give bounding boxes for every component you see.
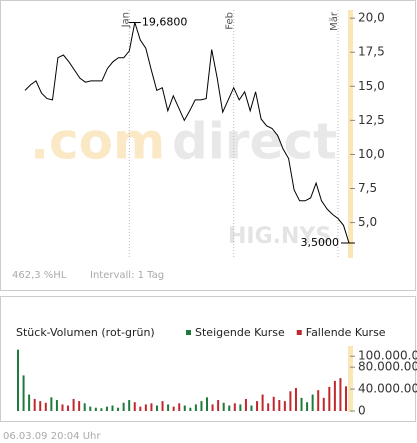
legend-label: Steigende Kurse <box>195 326 285 339</box>
volume-bar <box>178 403 181 411</box>
volume-bar <box>294 387 297 411</box>
y-tick-label: 7,5 <box>358 181 377 195</box>
volume-bar <box>317 390 320 411</box>
x-tick-label: Mär <box>329 11 340 31</box>
volume-bar <box>150 403 153 411</box>
volume-bar <box>55 400 58 411</box>
volume-bar <box>122 402 125 411</box>
watermark-com: .com <box>30 113 165 171</box>
volume-bar <box>211 404 214 411</box>
volume-bar <box>44 402 47 411</box>
volume-bar <box>339 378 342 411</box>
volume-bar <box>39 401 42 411</box>
volume-bar <box>83 403 86 411</box>
symbol-watermark: HIG.NYS <box>228 224 331 249</box>
y-tick-label: 0 <box>358 404 366 418</box>
price-axis-band <box>348 10 353 258</box>
volume-bar <box>322 397 325 411</box>
legend-swatch <box>186 330 191 335</box>
volume-bar <box>283 401 286 411</box>
price-panel <box>0 0 416 291</box>
volume-bar <box>217 400 220 411</box>
volume-bar <box>78 401 81 411</box>
volume-bar <box>333 380 336 411</box>
volume-bar <box>194 404 197 411</box>
volume-bar <box>161 401 164 411</box>
volume-bar <box>345 386 347 411</box>
volume-bar <box>172 406 175 411</box>
legend-swatch <box>296 330 302 335</box>
volume-bar <box>278 400 281 411</box>
volume-bar <box>17 349 19 411</box>
y-tick-label: 40.000.000 <box>358 382 417 396</box>
volume-bar <box>250 405 253 411</box>
volume-bar <box>306 402 309 411</box>
y-tick-label: 10,0 <box>358 147 385 161</box>
x-tick-label: Feb <box>225 12 236 30</box>
y-tick-label: 12,5 <box>358 113 385 127</box>
interval: Intervall: 1 Tag <box>90 270 164 281</box>
volume-bar <box>133 402 136 411</box>
volume-bar <box>272 396 275 411</box>
price-line <box>24 22 350 244</box>
volume-bar <box>189 407 192 411</box>
volume-bar <box>267 403 270 411</box>
volume-bar <box>50 397 53 411</box>
volume-bar <box>183 405 186 411</box>
volume-bar <box>289 391 292 411</box>
x-tick-label: Jan <box>120 12 131 28</box>
volume-bar <box>144 404 147 411</box>
volume-bar <box>111 405 114 411</box>
volume-bar <box>139 406 142 411</box>
min-label: 3,5000 <box>301 236 340 249</box>
volume-bar <box>206 397 209 411</box>
volume-bar <box>222 402 225 411</box>
volume-bar <box>128 400 131 411</box>
volume-bar <box>72 398 75 411</box>
volume-bar <box>94 407 97 411</box>
volume-bar <box>300 397 303 411</box>
volume-bar <box>256 401 259 411</box>
range-note: 462,3 %HL <box>12 270 67 281</box>
volume-bar <box>105 406 108 411</box>
volume-bar <box>233 403 236 411</box>
volume-bar <box>61 404 64 411</box>
volume-bar <box>117 407 120 411</box>
volume-axis-band <box>348 346 353 412</box>
volume-bar <box>328 386 331 411</box>
volume-bar <box>311 394 314 411</box>
y-tick-label: 17,5 <box>358 45 385 59</box>
volume-bar <box>67 405 70 411</box>
y-tick-label: 20,0 <box>358 11 385 25</box>
max-label: 19,6800 <box>142 16 188 29</box>
legend-label: Fallende Kurse <box>306 326 386 339</box>
volume-bar <box>228 405 231 411</box>
volume-title: Stück-Volumen (rot-grün) <box>16 326 155 339</box>
volume-bar <box>200 401 203 411</box>
footer: 06.03.09 20:04 Uhr <box>3 431 101 442</box>
y-tick-label: 5,0 <box>358 215 377 229</box>
volume-bar <box>239 404 242 411</box>
volume-bar <box>167 404 170 411</box>
watermark-direct: direct <box>172 113 337 171</box>
y-tick-label: 100.000.000 <box>358 349 417 363</box>
volume-bar <box>22 375 25 411</box>
volume-bar <box>33 398 36 411</box>
volume-bar <box>155 405 158 411</box>
volume-bar <box>261 394 264 411</box>
y-tick-label: 15,0 <box>358 79 385 93</box>
volume-bar <box>100 408 103 411</box>
volume-bar <box>28 394 31 411</box>
volume-bar <box>89 406 92 411</box>
volume-bar <box>244 398 247 411</box>
y-tick-label: 80.000.000 <box>358 360 417 374</box>
